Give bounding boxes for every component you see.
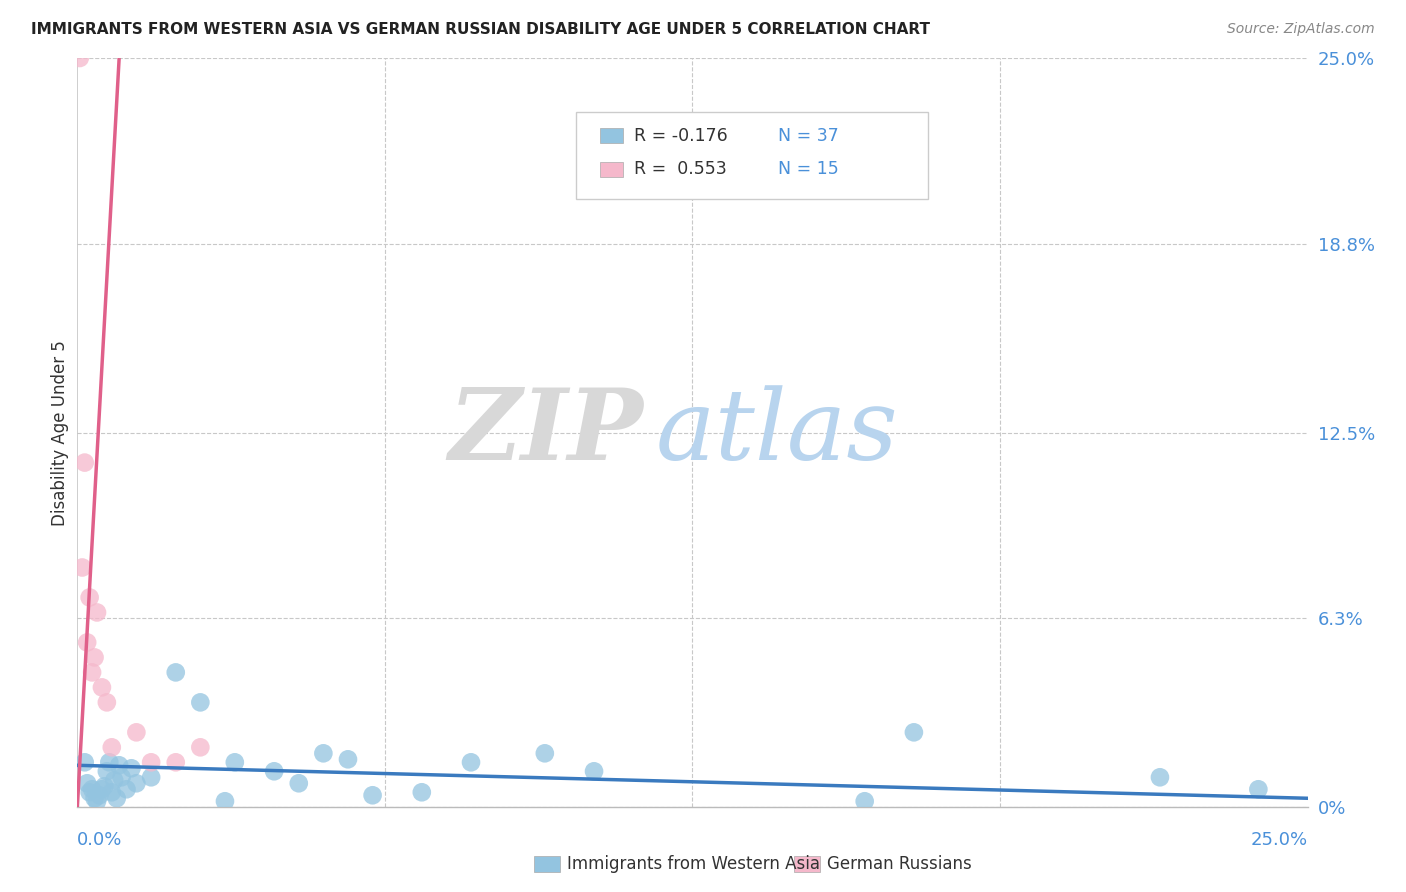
- Point: [190, 695, 212, 709]
- Point: [583, 764, 606, 779]
- Point: [121, 761, 143, 775]
- Point: [96, 764, 118, 779]
- Text: Source: ZipAtlas.com: Source: ZipAtlas.com: [1227, 22, 1375, 37]
- Point: [73, 756, 96, 770]
- Point: [853, 794, 876, 808]
- Text: ZIP: ZIP: [449, 384, 644, 481]
- Point: [125, 725, 148, 739]
- Y-axis label: Disability Age Under 5: Disability Age Under 5: [51, 340, 69, 525]
- Point: [312, 747, 335, 761]
- Point: [1149, 770, 1171, 784]
- Point: [141, 770, 163, 784]
- Point: [82, 665, 104, 680]
- Point: [115, 782, 138, 797]
- Point: [96, 695, 118, 709]
- Point: [534, 747, 557, 761]
- Point: [103, 773, 125, 788]
- Point: [79, 591, 101, 605]
- Point: [288, 776, 311, 790]
- Point: [90, 782, 114, 797]
- Point: [70, 560, 93, 574]
- Text: N = 37: N = 37: [778, 127, 838, 145]
- Text: German Russians: German Russians: [827, 855, 972, 873]
- Point: [76, 776, 98, 790]
- Point: [86, 794, 108, 808]
- Point: [69, 51, 91, 65]
- Text: 25.0%: 25.0%: [1250, 831, 1308, 849]
- Point: [86, 606, 108, 620]
- Point: [83, 650, 105, 665]
- Point: [76, 635, 98, 649]
- Point: [224, 756, 246, 770]
- Point: [101, 740, 124, 755]
- Point: [125, 776, 148, 790]
- Point: [108, 758, 131, 772]
- Point: [903, 725, 925, 739]
- Text: atlas: atlas: [655, 385, 898, 480]
- Point: [165, 756, 187, 770]
- Point: [90, 681, 114, 695]
- Point: [460, 756, 482, 770]
- Point: [337, 752, 360, 766]
- Point: [1247, 782, 1270, 797]
- Text: N = 15: N = 15: [778, 161, 838, 178]
- Point: [214, 794, 236, 808]
- Point: [89, 789, 111, 803]
- Point: [411, 785, 433, 799]
- Point: [361, 789, 384, 803]
- Point: [165, 665, 187, 680]
- Point: [73, 456, 96, 470]
- Point: [93, 779, 115, 793]
- Point: [82, 782, 104, 797]
- Point: [79, 785, 101, 799]
- Text: R =  0.553: R = 0.553: [634, 161, 727, 178]
- Point: [190, 740, 212, 755]
- Point: [111, 770, 134, 784]
- Point: [105, 791, 128, 805]
- Text: R = -0.176: R = -0.176: [634, 127, 728, 145]
- Point: [98, 756, 121, 770]
- Point: [83, 791, 105, 805]
- Text: IMMIGRANTS FROM WESTERN ASIA VS GERMAN RUSSIAN DISABILITY AGE UNDER 5 CORRELATIO: IMMIGRANTS FROM WESTERN ASIA VS GERMAN R…: [31, 22, 929, 37]
- Point: [141, 756, 163, 770]
- Text: Immigrants from Western Asia: Immigrants from Western Asia: [567, 855, 820, 873]
- Point: [263, 764, 285, 779]
- Point: [101, 785, 124, 799]
- Text: 0.0%: 0.0%: [77, 831, 122, 849]
